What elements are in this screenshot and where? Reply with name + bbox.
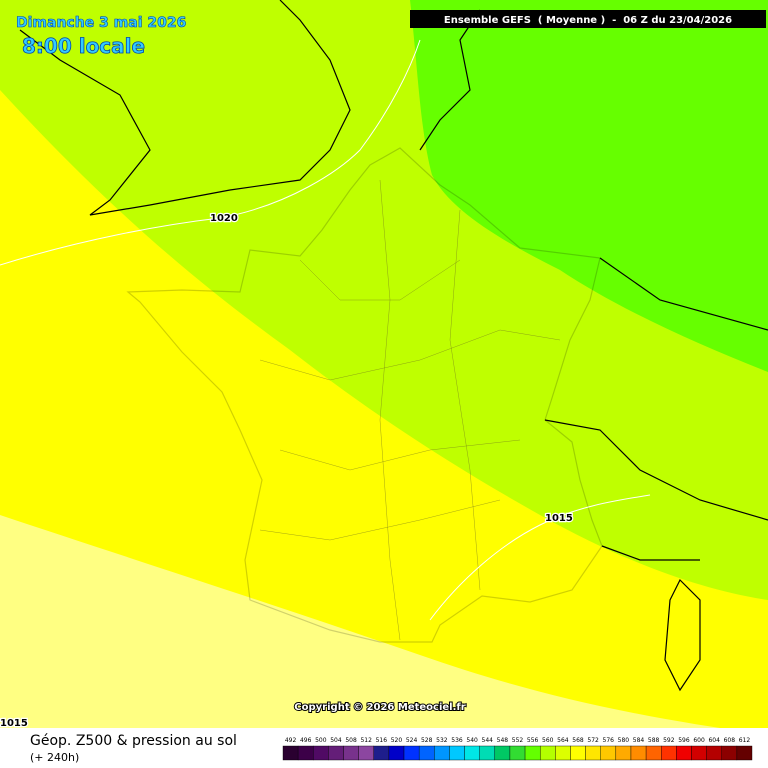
scale-swatch — [736, 745, 753, 761]
scale-label: 492 — [285, 737, 297, 744]
scale-swatch — [464, 745, 480, 761]
scale-label: 608 — [724, 737, 736, 744]
scale-label: 536 — [451, 737, 463, 744]
scale-label: 576 — [603, 737, 615, 744]
scale-swatch — [313, 745, 329, 761]
uk-coast — [19, 0, 351, 216]
isobar — [0, 39, 421, 266]
scale-label: 592 — [663, 737, 675, 744]
scale-swatch — [509, 745, 526, 761]
scale-swatch — [328, 745, 344, 761]
isobar-label: 1015 — [545, 513, 573, 524]
isobar — [429, 494, 651, 621]
scale-swatch — [630, 745, 647, 761]
france — [126, 147, 603, 643]
scale-label: 580 — [618, 737, 630, 744]
scale-swatch — [358, 745, 374, 761]
scale-swatch — [494, 745, 511, 761]
date: Dimanche 3 mai 2026 — [16, 15, 186, 31]
isobar-label: 1020 — [210, 213, 238, 224]
scale-label: 504 — [330, 737, 342, 744]
scale-label: 584 — [633, 737, 645, 744]
scale-label: 556 — [527, 737, 539, 744]
scale-label: 548 — [497, 737, 509, 744]
model-box — [410, 10, 766, 28]
scale-label: 524 — [406, 737, 418, 744]
scale-label: 564 — [557, 737, 569, 744]
scale-swatch — [691, 745, 707, 761]
model: Ensemble GEFS ( Moyenne ) - 06 Z du 23/0… — [444, 15, 732, 26]
scale-label: 512 — [360, 737, 372, 744]
scale-label: 560 — [542, 737, 554, 744]
scale-label: 612 — [739, 737, 751, 744]
scale-label: 508 — [345, 737, 357, 744]
scale-swatch — [585, 745, 601, 761]
footer-lead: (+ 240h) — [30, 751, 79, 764]
scale-label: 600 — [693, 737, 705, 744]
footer-title: Géop. Z500 & pression au sol — [30, 733, 237, 749]
scale-swatch — [615, 745, 632, 761]
scale-label: 520 — [391, 737, 403, 744]
scale-swatch — [418, 745, 435, 761]
band-green — [410, 0, 768, 372]
scale-label: 604 — [708, 737, 720, 744]
scale-label: 588 — [648, 737, 660, 744]
scale-swatch — [297, 745, 314, 761]
neighbour-borders — [419, 9, 768, 692]
scale-swatch — [282, 745, 299, 761]
scale-swatch — [373, 745, 390, 761]
scale-label: 516 — [376, 737, 388, 744]
scale-label: 496 — [300, 737, 312, 744]
scale-swatch — [706, 745, 722, 761]
scale-label: 568 — [572, 737, 584, 744]
scale-swatch — [555, 745, 571, 761]
scale-label: 544 — [482, 737, 494, 744]
scale-swatch — [403, 745, 420, 761]
copyright: Copyright © 2026 Meteociel.fr — [294, 702, 465, 713]
scale-label: 528 — [421, 737, 433, 744]
departments — [259, 179, 561, 641]
scale-swatch — [645, 745, 662, 761]
scale-swatch — [479, 745, 496, 761]
scale-label: 552 — [512, 737, 524, 744]
scale-swatch — [539, 745, 556, 761]
scale-label: 540 — [466, 737, 478, 744]
scale-label: 596 — [678, 737, 690, 744]
scale-swatch — [449, 745, 465, 761]
time: 8:00 locale — [22, 34, 145, 58]
color-scale: 492 496 500 504 508 512 516 520 524 528 532 536 540 5… — [282, 737, 753, 761]
scale-swatch — [434, 745, 450, 761]
scale-swatch — [570, 745, 586, 761]
scale-swatch — [388, 745, 405, 761]
scale-label: 500 — [315, 737, 327, 744]
scale-label: 532 — [436, 737, 448, 744]
isobar-label: 1015 — [0, 718, 28, 729]
scale-swatch — [721, 745, 738, 761]
scale-swatch — [524, 745, 541, 761]
scale-swatch — [343, 745, 359, 761]
band-light-yellow — [0, 515, 768, 735]
scale-swatch — [600, 745, 617, 761]
scale-swatch — [676, 745, 692, 761]
scale-swatch — [661, 745, 677, 761]
scale-label: 572 — [587, 737, 599, 744]
